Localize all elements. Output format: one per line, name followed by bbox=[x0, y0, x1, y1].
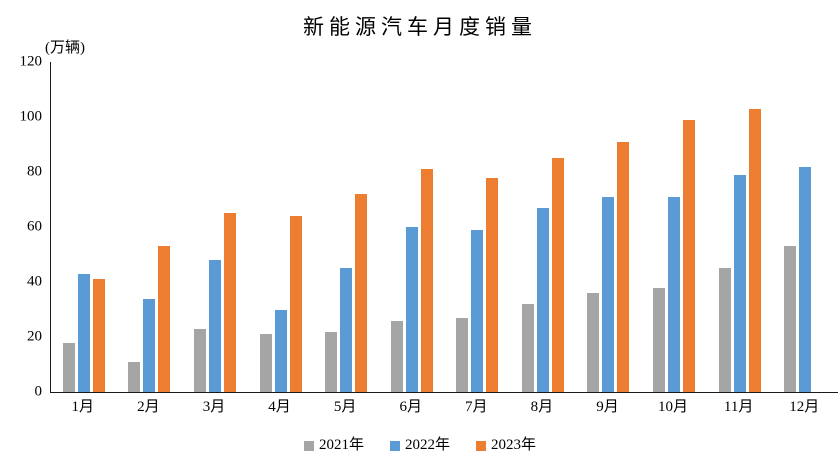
bar-2021年-1月 bbox=[62, 342, 75, 392]
bar-2023年-5月 bbox=[355, 194, 368, 392]
bar-2023年-2月 bbox=[158, 246, 171, 392]
bar-2021年-4月 bbox=[259, 334, 272, 392]
y-tick-label: 60 bbox=[27, 218, 42, 235]
bar-2021年-9月 bbox=[587, 293, 600, 392]
bar-2022年-3月 bbox=[208, 260, 221, 392]
bar-2022年-2月 bbox=[143, 298, 156, 392]
legend-swatch-icon bbox=[303, 440, 314, 451]
x-tick-label: 11月 bbox=[723, 399, 754, 415]
y-axis-unit-label: (万辆) bbox=[45, 40, 85, 56]
legend-swatch-icon bbox=[389, 440, 400, 451]
bar-2022年-7月 bbox=[471, 229, 484, 392]
x-tick-label: 10月 bbox=[658, 399, 689, 415]
bar-2022年-8月 bbox=[536, 207, 549, 392]
bar-2021年-8月 bbox=[521, 304, 534, 392]
y-tick-label: 120 bbox=[19, 53, 43, 70]
bar-2021年-11月 bbox=[718, 268, 731, 392]
x-tick-label: 6月 bbox=[399, 399, 422, 415]
bar-2022年-10月 bbox=[668, 196, 681, 392]
bar-2021年-3月 bbox=[193, 328, 206, 392]
x-tick-label: 7月 bbox=[465, 399, 488, 415]
y-tick-label: 20 bbox=[27, 328, 42, 345]
bar-2023年-7月 bbox=[486, 177, 499, 392]
legend: 2021年 2022年 2023年 bbox=[0, 438, 840, 453]
legend-item-2023年: 2023年 bbox=[476, 438, 536, 453]
bar-2023年-1月 bbox=[92, 279, 105, 392]
x-tick-label: 8月 bbox=[530, 399, 554, 415]
bar-2021年-12月 bbox=[784, 246, 797, 392]
bar-2022年-4月 bbox=[274, 309, 287, 392]
legend-label: 2022年 bbox=[404, 437, 450, 453]
bar-2022年-1月 bbox=[77, 273, 90, 392]
y-tick-label: 80 bbox=[27, 163, 42, 180]
y-tick-label: 40 bbox=[27, 273, 42, 290]
bar-2022年-9月 bbox=[602, 196, 615, 392]
bar-2023年-11月 bbox=[748, 108, 761, 392]
bar-2023年-8月 bbox=[551, 158, 564, 392]
y-axis-tick-labels: 0 20 40 60 80 100 120 bbox=[0, 54, 43, 399]
bar-2021年-2月 bbox=[128, 361, 141, 392]
bar-2023年-3月 bbox=[223, 213, 236, 392]
bar-2023年-10月 bbox=[683, 119, 696, 392]
legend-label: 2021年 bbox=[318, 437, 364, 453]
legend-label: 2023年 bbox=[491, 437, 537, 453]
plot-area bbox=[50, 62, 838, 393]
y-tick-label: 0 bbox=[34, 383, 43, 400]
bar-2021年-10月 bbox=[653, 287, 666, 392]
x-tick-label: 9月 bbox=[596, 399, 619, 415]
x-tick-label: 1月 bbox=[71, 399, 95, 415]
bar-2021年-7月 bbox=[456, 317, 469, 392]
bar-2021年-5月 bbox=[325, 331, 338, 392]
x-tick-label: 12月 bbox=[789, 399, 820, 415]
legend-item-2022年: 2022年 bbox=[389, 437, 450, 453]
bar-2023年-6月 bbox=[420, 169, 433, 392]
x-tick-label: 5月 bbox=[333, 399, 357, 415]
chart-title: 新能源汽车月度销量 bbox=[303, 15, 537, 39]
legend-item-2021年: 2021年 bbox=[303, 437, 364, 453]
y-tick-label: 100 bbox=[19, 108, 43, 125]
x-axis-tick-labels: 1月 2月 3月 4月 5月 6月 7月 8月 9月 10月 11月 12月 bbox=[50, 398, 837, 420]
x-tick-label: 2月 bbox=[137, 399, 160, 415]
bar-2022年-12月 bbox=[799, 166, 812, 392]
bar-2023年-9月 bbox=[617, 141, 630, 392]
legend-swatch-icon bbox=[476, 440, 486, 451]
x-tick-label: 3月 bbox=[202, 399, 226, 415]
bar-2022年-6月 bbox=[405, 227, 418, 392]
bar-2021年-6月 bbox=[390, 320, 403, 392]
bar-2022年-11月 bbox=[733, 174, 746, 392]
bar-2022年-5月 bbox=[340, 268, 353, 392]
bar-2023年-4月 bbox=[289, 216, 302, 392]
x-tick-label: 4月 bbox=[268, 399, 291, 415]
